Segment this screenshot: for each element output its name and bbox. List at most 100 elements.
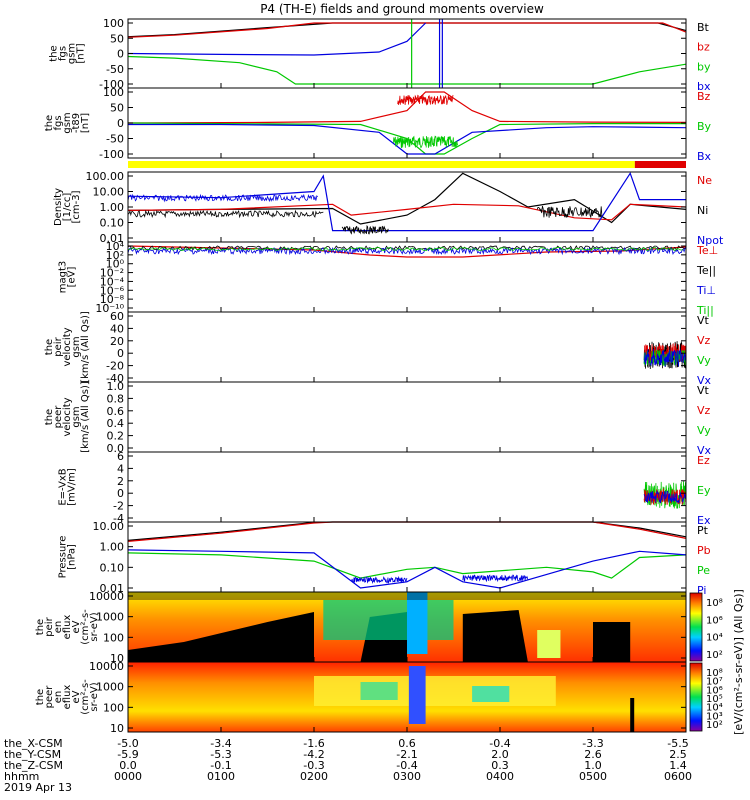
y-tick-label: 1.00 bbox=[100, 201, 125, 214]
noise-pressure bbox=[462, 574, 529, 583]
y-tick-label: -50 bbox=[106, 133, 124, 146]
noise-pressure bbox=[351, 575, 408, 585]
x-axis-value: 0600 bbox=[664, 770, 692, 783]
x-axis-value: 0500 bbox=[579, 770, 607, 783]
legend-entry: Ti⊥ bbox=[696, 284, 716, 297]
x-axis-value: -5.5 bbox=[667, 737, 688, 750]
y-tick-label: 10⁻⁴ bbox=[100, 275, 125, 288]
noise-exb bbox=[643, 487, 687, 505]
series-fgs-bz bbox=[127, 22, 687, 38]
panel-frame bbox=[127, 381, 687, 453]
mode-bar-fast bbox=[634, 161, 686, 168]
legend-entry: Te⊥ bbox=[696, 244, 718, 257]
y-axis-label: E=-VxB[mV/m] bbox=[58, 468, 78, 506]
y-tick-label: 10000 bbox=[89, 660, 124, 673]
spectrogram-peir-green-region bbox=[323, 600, 454, 640]
colorbar-peir bbox=[689, 592, 703, 662]
y-tick-label: -50 bbox=[106, 63, 124, 76]
y-axis-label-line: [km/s (All Qs)] bbox=[80, 381, 91, 453]
x-axis-value: 1.0 bbox=[584, 759, 602, 772]
y-axis-label-line: fgs bbox=[58, 46, 69, 61]
noise-density bbox=[536, 205, 603, 219]
y-tick-label: 0 bbox=[117, 487, 124, 500]
panel-frame bbox=[127, 311, 687, 383]
y-axis-label-line: [mV/m] bbox=[67, 468, 78, 506]
legend-entry: bx bbox=[697, 80, 711, 93]
spectrogram-peer-gap bbox=[630, 698, 635, 732]
y-tick-label: 10⁻⁶ bbox=[100, 284, 125, 297]
legend-entry: Vy bbox=[697, 354, 711, 367]
series-fgs-t89-bx bbox=[128, 123, 687, 155]
legend-entry: Vy bbox=[697, 424, 711, 437]
y-axis-label-line: gsm bbox=[71, 336, 82, 357]
colorbar-tick-label: 10⁵ bbox=[706, 694, 723, 705]
y-axis-label: thepeerenefluxeV(cm²-s-sr-eV) bbox=[35, 679, 100, 715]
legend-entry: Npot bbox=[697, 234, 724, 247]
y-axis-label-line: gsm bbox=[62, 112, 73, 133]
x-axis-value: -0.1 bbox=[210, 759, 231, 772]
y-axis-label: Pressure[nPa] bbox=[58, 536, 78, 579]
series-fgs-bt bbox=[127, 22, 687, 38]
colorbar-tick-label: 10⁶ bbox=[706, 685, 723, 696]
x-axis-row-label: the_X-CSM bbox=[4, 737, 63, 750]
y-axis-label-line: eV bbox=[71, 690, 82, 703]
legend-entry: Ne bbox=[697, 174, 712, 187]
legend-entry: Ey bbox=[697, 484, 711, 497]
y-tick-label: 100.00 bbox=[86, 170, 125, 183]
y-tick-label: 0.0 bbox=[107, 442, 125, 455]
series-pressure-pe bbox=[127, 552, 687, 579]
legend-entry: Vx bbox=[697, 374, 712, 387]
noise-density bbox=[127, 193, 318, 203]
y-axis-label-line: Density bbox=[53, 188, 64, 226]
y-axis-label-line: velocity bbox=[62, 397, 73, 436]
x-axis-value: 0100 bbox=[207, 770, 235, 783]
legend-entry: Bt bbox=[697, 21, 710, 34]
y-axis-label-line: fgs bbox=[53, 115, 64, 130]
legend-entry: Bz bbox=[697, 90, 711, 103]
y-axis-label-line: (cm²-s- bbox=[80, 679, 91, 715]
legend-entry: Ti|| bbox=[696, 304, 714, 317]
y-tick-label: 0.01 bbox=[100, 232, 125, 245]
y-axis-label: Density[1/cc][cm-3] bbox=[53, 188, 82, 226]
legend-entry: Bx bbox=[697, 150, 712, 163]
y-axis-label: magt3[eV] bbox=[58, 261, 78, 294]
spectrogram-peir-cold-column bbox=[407, 592, 428, 654]
colorbar-tick-label: 10⁷ bbox=[706, 677, 723, 688]
y-axis-label-line: E=-VxB bbox=[58, 468, 69, 505]
y-axis-label: thefgsgsm-t89[nT] bbox=[44, 112, 91, 133]
y-tick-label: 10 bbox=[110, 652, 124, 665]
y-tick-label: -100 bbox=[99, 148, 124, 161]
y-tick-label: 50 bbox=[110, 32, 124, 45]
noise-density bbox=[127, 209, 324, 219]
y-tick-label: 0.8 bbox=[107, 392, 125, 405]
colorbar-peer bbox=[689, 662, 703, 732]
x-axis-value: 0.0 bbox=[119, 759, 137, 772]
y-axis-label-line: eV bbox=[71, 620, 82, 633]
legend-entry: Te|| bbox=[696, 264, 716, 277]
y-axis-label-line: (cm²-s- bbox=[80, 609, 91, 645]
y-tick-label: -40 bbox=[106, 372, 124, 385]
x-axis-value: -3.4 bbox=[210, 737, 231, 750]
y-axis-label-line: sr-eV) bbox=[89, 612, 100, 641]
y-tick-label: 10⁻⁸ bbox=[100, 293, 125, 306]
y-axis-label-line: -t89 bbox=[71, 113, 82, 133]
x-axis-value: 0200 bbox=[300, 770, 328, 783]
y-axis-label-line: peer bbox=[44, 685, 55, 709]
spectrogram-peir-dark-region bbox=[128, 612, 314, 662]
y-axis-label-line: Pressure bbox=[58, 536, 69, 579]
x-axis-value: 0400 bbox=[486, 770, 514, 783]
y-tick-label: 50 bbox=[110, 102, 124, 115]
y-tick-label: 0.6 bbox=[107, 405, 125, 418]
legend-entry: Vz bbox=[697, 334, 711, 347]
legend-entry: by bbox=[697, 60, 711, 73]
x-axis-value: -1.6 bbox=[303, 737, 324, 750]
legend-entry: Ni bbox=[697, 204, 708, 217]
colorbar-tick-label: 10⁸ bbox=[706, 668, 723, 679]
legend-entry: Pi bbox=[697, 584, 706, 597]
y-axis-label-line: [1/cc] bbox=[62, 193, 73, 222]
colorbar-tick-label: 10⁴ bbox=[706, 633, 723, 644]
panel-frame bbox=[127, 451, 687, 523]
y-tick-label: 1000 bbox=[96, 611, 124, 624]
x-axis-value: 0.6 bbox=[398, 737, 416, 750]
y-tick-label: 10⁻² bbox=[100, 267, 124, 280]
